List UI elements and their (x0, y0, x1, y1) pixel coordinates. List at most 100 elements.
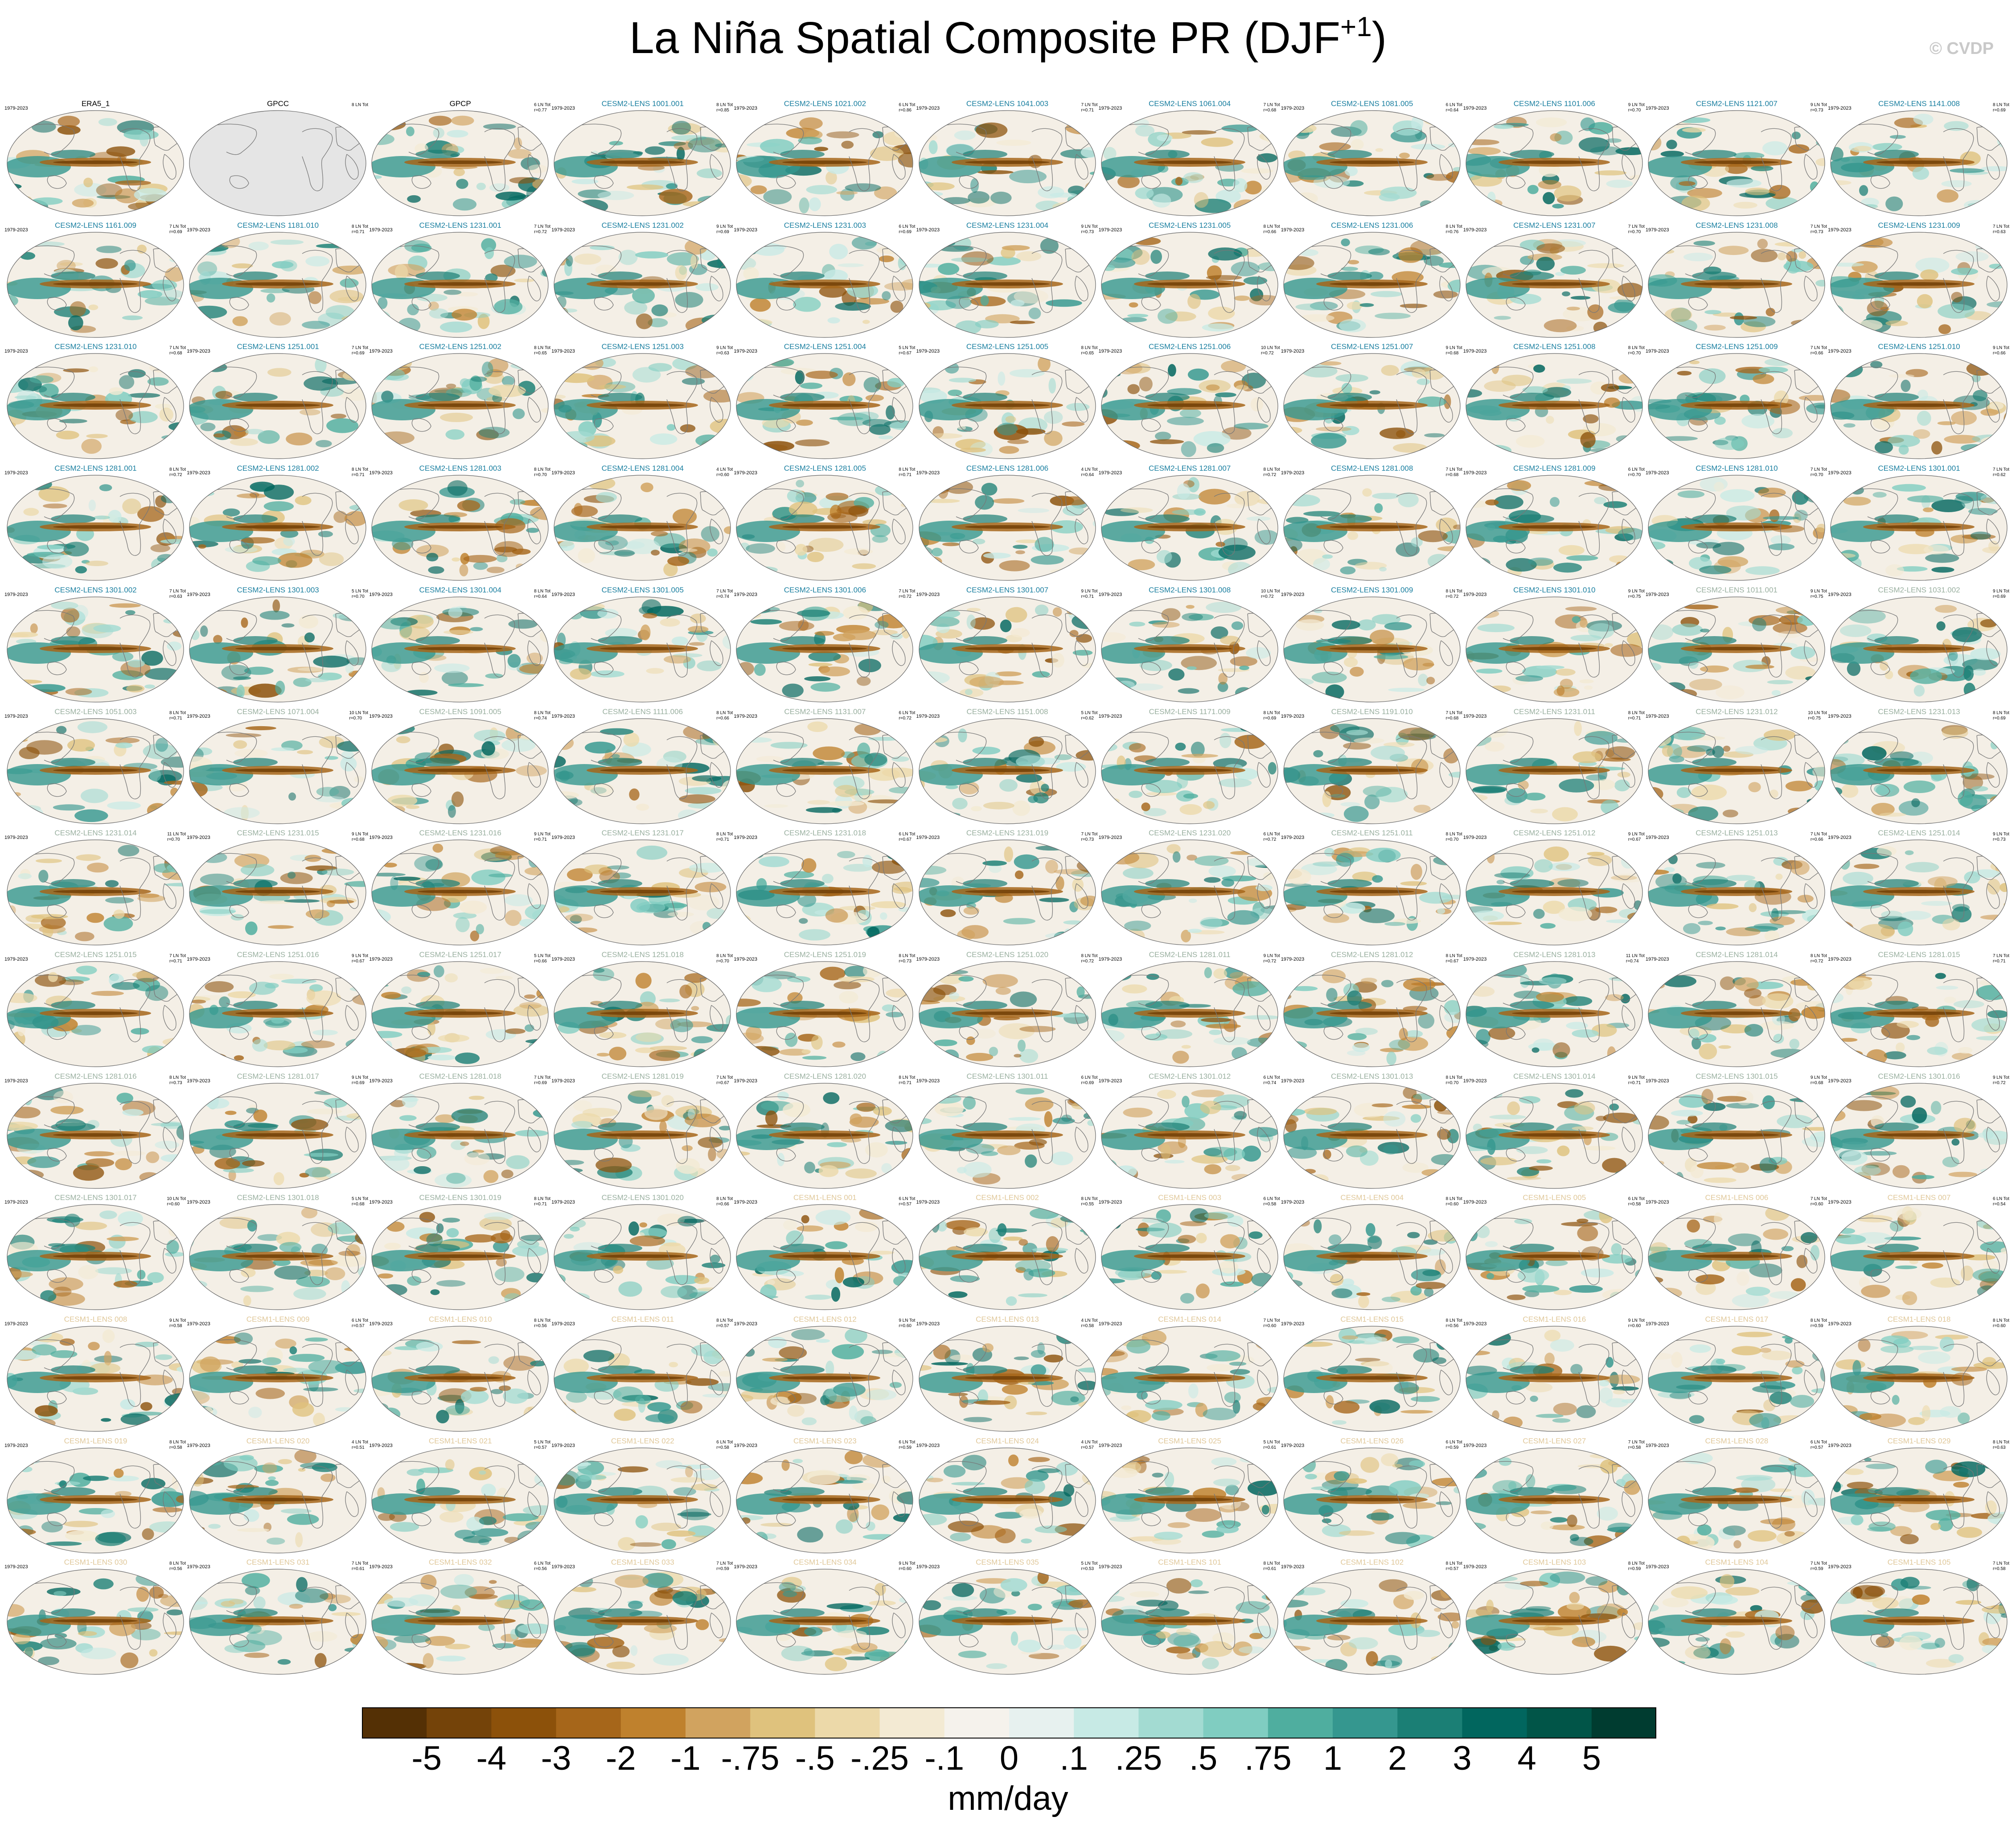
panel-years: 1979-2023 (4, 1443, 28, 1448)
map-panel: CESM1-LENS 018 1979-2023 8 LN Tot r=0.60 (1828, 1314, 2010, 1435)
pattern-correlation: r=0.72 (899, 715, 912, 721)
panel-title: CESM2-LENS 1231.009 (1878, 221, 1960, 230)
la-nina-count: 9 LN Tot (1992, 1075, 2009, 1080)
robinson-map (1647, 839, 1826, 946)
panel-title: CESM2-LENS 1231.019 (966, 829, 1049, 838)
panel-years: 1979-2023 (1281, 1564, 1305, 1570)
robinson-map (1647, 1447, 1826, 1554)
la-nina-count: 7 LN Tot (1263, 103, 1280, 107)
colorbar-swatch (686, 1707, 751, 1739)
panel-years: 1979-2023 (1463, 1564, 1487, 1570)
panel-title: CESM1-LENS 001 (793, 1193, 857, 1202)
panel-title: CESM2-LENS 1131.007 (784, 707, 866, 716)
panel-stats: 8 LN Tot r=0.65 (1081, 345, 1097, 356)
robinson-map (1100, 474, 1279, 581)
panel-stats: 6 LN Tot r=0.72 (899, 711, 915, 721)
panel-stats: 8 LN Tot r=0.57 (1446, 1561, 1462, 1572)
pattern-correlation: r=0.70 (167, 837, 180, 843)
panel-stats: 6 LN Tot r=0.69 (899, 224, 915, 235)
pattern-correlation: r=0.74 (1626, 958, 1639, 964)
map-panel: CESM2-LENS 1301.009 1979-2023 8 LN Tot r=0.… (1281, 584, 1463, 706)
panel-title: CESM2-LENS 1281.004 (601, 464, 684, 473)
panel-stats: 9 LN Tot r=0.70 (1628, 103, 1645, 113)
map-panel: CESM2-LENS 1251.004 1979-2023 5 LN Tot r=0.… (734, 341, 916, 462)
panel-title: CESM2-LENS 1231.007 (1513, 221, 1596, 230)
robinson-map (1100, 1447, 1279, 1554)
panel-stats: 7 LN Tot r=0.68 (1446, 711, 1462, 721)
robinson-map (371, 1082, 549, 1189)
panel-stats: 9 LN Tot r=0.68 (1811, 1075, 1827, 1086)
map-panel: CESM2-LENS 1251.018 1979-2023 8 LN Tot r=0.… (551, 949, 734, 1070)
panel-title: CESM1-LENS 005 (1523, 1193, 1586, 1202)
robinson-map (1830, 474, 2008, 581)
la-nina-count: 8 LN Tot (1263, 1561, 1280, 1566)
colorbar-tick-label: 1 (1323, 1739, 1343, 1777)
map-panel: CESM2-LENS 1021.002 1979-2023 6 LN Tot r=0.… (734, 98, 916, 219)
la-nina-count: 8 LN Tot (1263, 710, 1280, 715)
panel-years: 1979-2023 (1645, 1321, 1669, 1327)
la-nina-count: 8 LN Tot (1263, 467, 1280, 473)
panel-stats: 8 LN Tot r=0.56 (1446, 1318, 1462, 1329)
panel-title: CESM1-LENS 030 (64, 1558, 127, 1567)
map-panel: CESM2-LENS 1281.003 1979-2023 8 LN Tot r=0.… (369, 463, 551, 584)
panel-years: 1979-2023 (734, 835, 757, 841)
robinson-map (735, 1325, 914, 1432)
panel-years: 1979-2023 (916, 227, 940, 233)
la-nina-count: 6 LN Tot (1810, 1439, 1827, 1445)
map-panel: CESM2-LENS 1001.001 1979-2023 8 LN Tot r=0.… (551, 98, 734, 219)
panel-years: 1979-2023 (4, 1200, 28, 1205)
pattern-correlation: r=0.74 (534, 715, 547, 721)
colorbar-tick-label: .75 (1244, 1739, 1292, 1777)
panel-title: CESM2-LENS 1301.002 (54, 585, 137, 594)
robinson-map (1465, 110, 1643, 217)
map-panel: CESM1-LENS 030 1979-2023 8 LN Tot r=0.56 (4, 1557, 187, 1678)
map-panel: CESM1-LENS 102 1979-2023 8 LN Tot r=0.57 (1281, 1557, 1463, 1678)
pattern-correlation: r=0.69 (534, 1080, 547, 1085)
pattern-correlation: r=0.57 (899, 1202, 912, 1207)
panel-years: 1979-2023 (369, 1321, 393, 1327)
map-panel: CESM2-LENS 1301.013 1979-2023 8 LN Tot r=0.… (1281, 1071, 1463, 1192)
panel-stats: 7 LN Tot r=0.73 (1081, 832, 1097, 843)
panel-title: CESM1-LENS 021 (428, 1436, 492, 1445)
panel-title: CESM2-LENS 1251.014 (1878, 829, 1960, 838)
pattern-correlation: r=0.63 (169, 594, 182, 599)
map-panel: CESM2-LENS 1251.009 1979-2023 7 LN Tot r=0.… (1646, 341, 1828, 462)
map-panel: CESM2-LENS 1281.019 1979-2023 7 LN Tot r=0.… (551, 1071, 734, 1192)
map-panel: CESM2-LENS 1281.017 1979-2023 9 LN Tot r=0.… (187, 1071, 369, 1192)
pattern-correlation: r=0.74 (1263, 1080, 1277, 1085)
pattern-correlation: r=0.68 (1810, 1080, 1823, 1085)
panel-years: 1979-2023 (551, 835, 575, 841)
panel-stats: 8 LN Tot r=0.60 (1446, 1196, 1462, 1207)
robinson-map (1100, 718, 1279, 825)
la-nina-count: 7 LN Tot (352, 1561, 369, 1566)
map-panel: CESM2-LENS 1251.015 1979-2023 7 LN Tot r=0.… (4, 949, 187, 1070)
robinson-map (1830, 1325, 2008, 1432)
pattern-correlation: r=0.58 (169, 1445, 182, 1450)
pattern-correlation: r=0.56 (534, 1566, 547, 1572)
panel-title: CESM1-LENS 032 (428, 1558, 492, 1567)
la-nina-count: 9 LN Tot (352, 1075, 369, 1080)
map-panel: CESM2-LENS 1191.010 1979-2023 7 LN Tot r=0.… (1281, 706, 1463, 827)
pattern-correlation: r=0.70 (716, 958, 729, 964)
map-panel: CESM1-LENS 020 1979-2023 4 LN Tot r=0.51 (187, 1435, 369, 1557)
panel-stats: 9 LN Tot r=0.69 (1993, 589, 2009, 600)
map-panel: CESM2-LENS 1251.014 1979-2023 9 LN Tot r=0.… (1828, 827, 2010, 949)
panel-stats: 8 LN Tot r=0.61 (1264, 1561, 1280, 1572)
panel-title: CESM2-LENS 1231.008 (1696, 221, 1778, 230)
la-nina-count: 6 LN Tot (352, 1318, 369, 1323)
robinson-map (6, 1204, 185, 1311)
robinson-map (371, 110, 549, 217)
panel-title: CESM1-LENS 102 (1340, 1558, 1404, 1567)
panel-title: CESM1-LENS 006 (1705, 1193, 1769, 1202)
pattern-correlation: r=0.59 (1810, 1324, 1823, 1328)
robinson-map (1100, 1568, 1279, 1675)
credit-watermark: © CVDP (1929, 39, 1994, 58)
panel-years: 1979-2023 (1463, 1443, 1487, 1448)
panel-years: 1979-2023 (1828, 835, 1852, 841)
panel-stats: 6 LN Tot r=0.74 (1264, 1075, 1280, 1086)
pattern-correlation: r=0.72 (1081, 958, 1094, 964)
robinson-map (1283, 353, 1461, 460)
robinson-map (1283, 110, 1461, 217)
la-nina-count: 8 LN Tot (1263, 224, 1280, 229)
robinson-map (553, 110, 731, 217)
